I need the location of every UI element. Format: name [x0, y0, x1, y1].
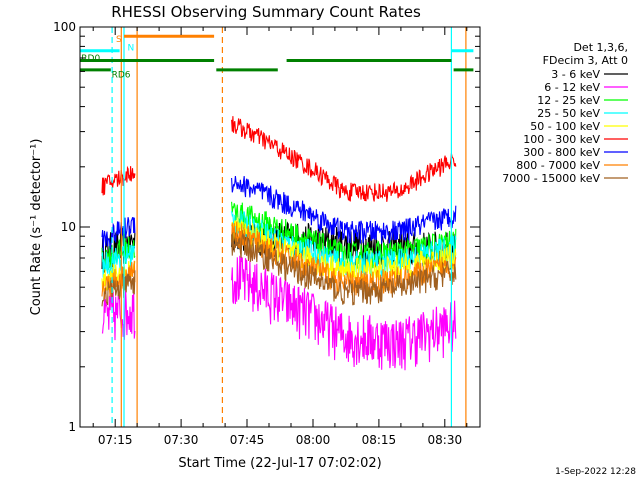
legend-label-800-7000-kev: 800 - 7000 keV — [516, 159, 600, 172]
legend-label-12-25-kev: 12 - 25 keV — [537, 94, 600, 107]
flag-label-rd0: RD0 — [81, 54, 100, 64]
x-tick-label-08:30: 08:30 — [428, 433, 463, 447]
y-axis-label: Count Rate (s⁻¹ detector⁻¹) — [29, 139, 44, 316]
footer-date: 1-Sep-2022 12:28 — [555, 467, 636, 477]
y-tick-label-10: 10 — [61, 220, 76, 234]
series-line-12-25-kev — [101, 201, 457, 271]
plot-content — [80, 27, 474, 427]
flag-label-rd6: RD6 — [112, 70, 131, 80]
legend-header-line-2: FDecim 3, Att 0 — [543, 54, 628, 67]
series-line-7000-15000-kev — [101, 232, 457, 307]
x-axis-label: Start Time (22-Jul-17 07:02:02) — [178, 456, 381, 471]
legend-label-25-50-kev: 25 - 50 keV — [537, 107, 600, 120]
legend-label-7000-15000-kev: 7000 - 15000 keV — [502, 172, 600, 185]
y-axis: 1 10 100 — [53, 20, 480, 434]
series-line-6-12-kev — [101, 255, 457, 371]
legend-label-6-12-kev: 6 - 12 keV — [544, 81, 600, 94]
legend-label-50-100-kev: 50 - 100 keV — [530, 120, 600, 133]
legend-label-3-6-kev: 3 - 6 keV — [551, 68, 600, 81]
chart-title: RHESSI Observing Summary Count Rates — [111, 3, 421, 21]
flag-label-night: N — [128, 43, 135, 53]
x-axis: 07:15 07:30 07:45 08:00 08:15 08:30 — [92, 27, 468, 447]
series-line-25-50-kev — [101, 210, 457, 278]
series-line-300-800-kev — [101, 176, 457, 252]
x-tick-label-07:45: 07:45 — [230, 433, 265, 447]
series-line-100-300-kev — [101, 116, 457, 202]
x-tick-label-07:15: 07:15 — [98, 433, 133, 447]
x-tick-label-08:00: 08:00 — [296, 433, 331, 447]
x-tick-label-08:15: 08:15 — [362, 433, 397, 447]
y-tick-label-1: 1 — [68, 420, 76, 434]
flag-label-saa: S — [116, 35, 122, 45]
legend-label-300-800-kev: 300 - 800 keV — [523, 146, 600, 159]
y-tick-label-100: 100 — [53, 20, 76, 34]
legend-header-line-1: Det 1,3,6, — [573, 41, 628, 54]
legend-label-100-300-kev: 100 - 300 keV — [523, 133, 600, 146]
x-tick-label-07:30: 07:30 — [164, 433, 199, 447]
plot-area: SN RD0 RD6 — [80, 27, 474, 427]
